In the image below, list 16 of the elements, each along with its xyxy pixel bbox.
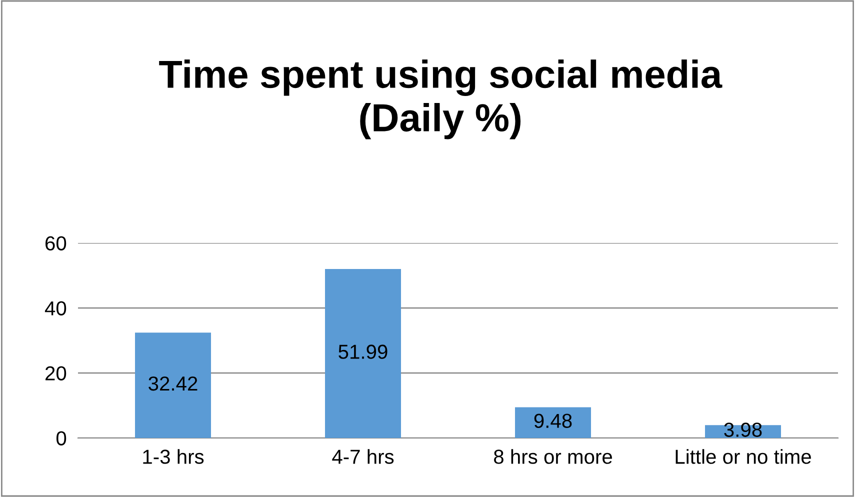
chart-title: Time spent using social media (Daily %) [159, 60, 722, 140]
x-tick-label: 4-7 hrs [332, 449, 394, 464]
x-tick-label: 1-3 hrs [143, 449, 204, 464]
data-label: 3.98 [724, 422, 762, 437]
x-tick-label: 8 hrs or more [494, 449, 612, 464]
x-tick-label: Little or no time [676, 449, 811, 464]
data-label: 9.48 [534, 414, 572, 428]
y-tick-label: 20 [46, 366, 66, 380]
y-tick-label: 40 [44, 301, 66, 316]
bar [325, 269, 401, 438]
bar [515, 407, 591, 438]
data-label: 32.42 [148, 376, 198, 391]
y-tick-label: 0 [56, 431, 66, 446]
bar [135, 332, 211, 438]
y-tick-label: 60 [46, 236, 66, 250]
data-label: 51.99 [338, 344, 388, 359]
